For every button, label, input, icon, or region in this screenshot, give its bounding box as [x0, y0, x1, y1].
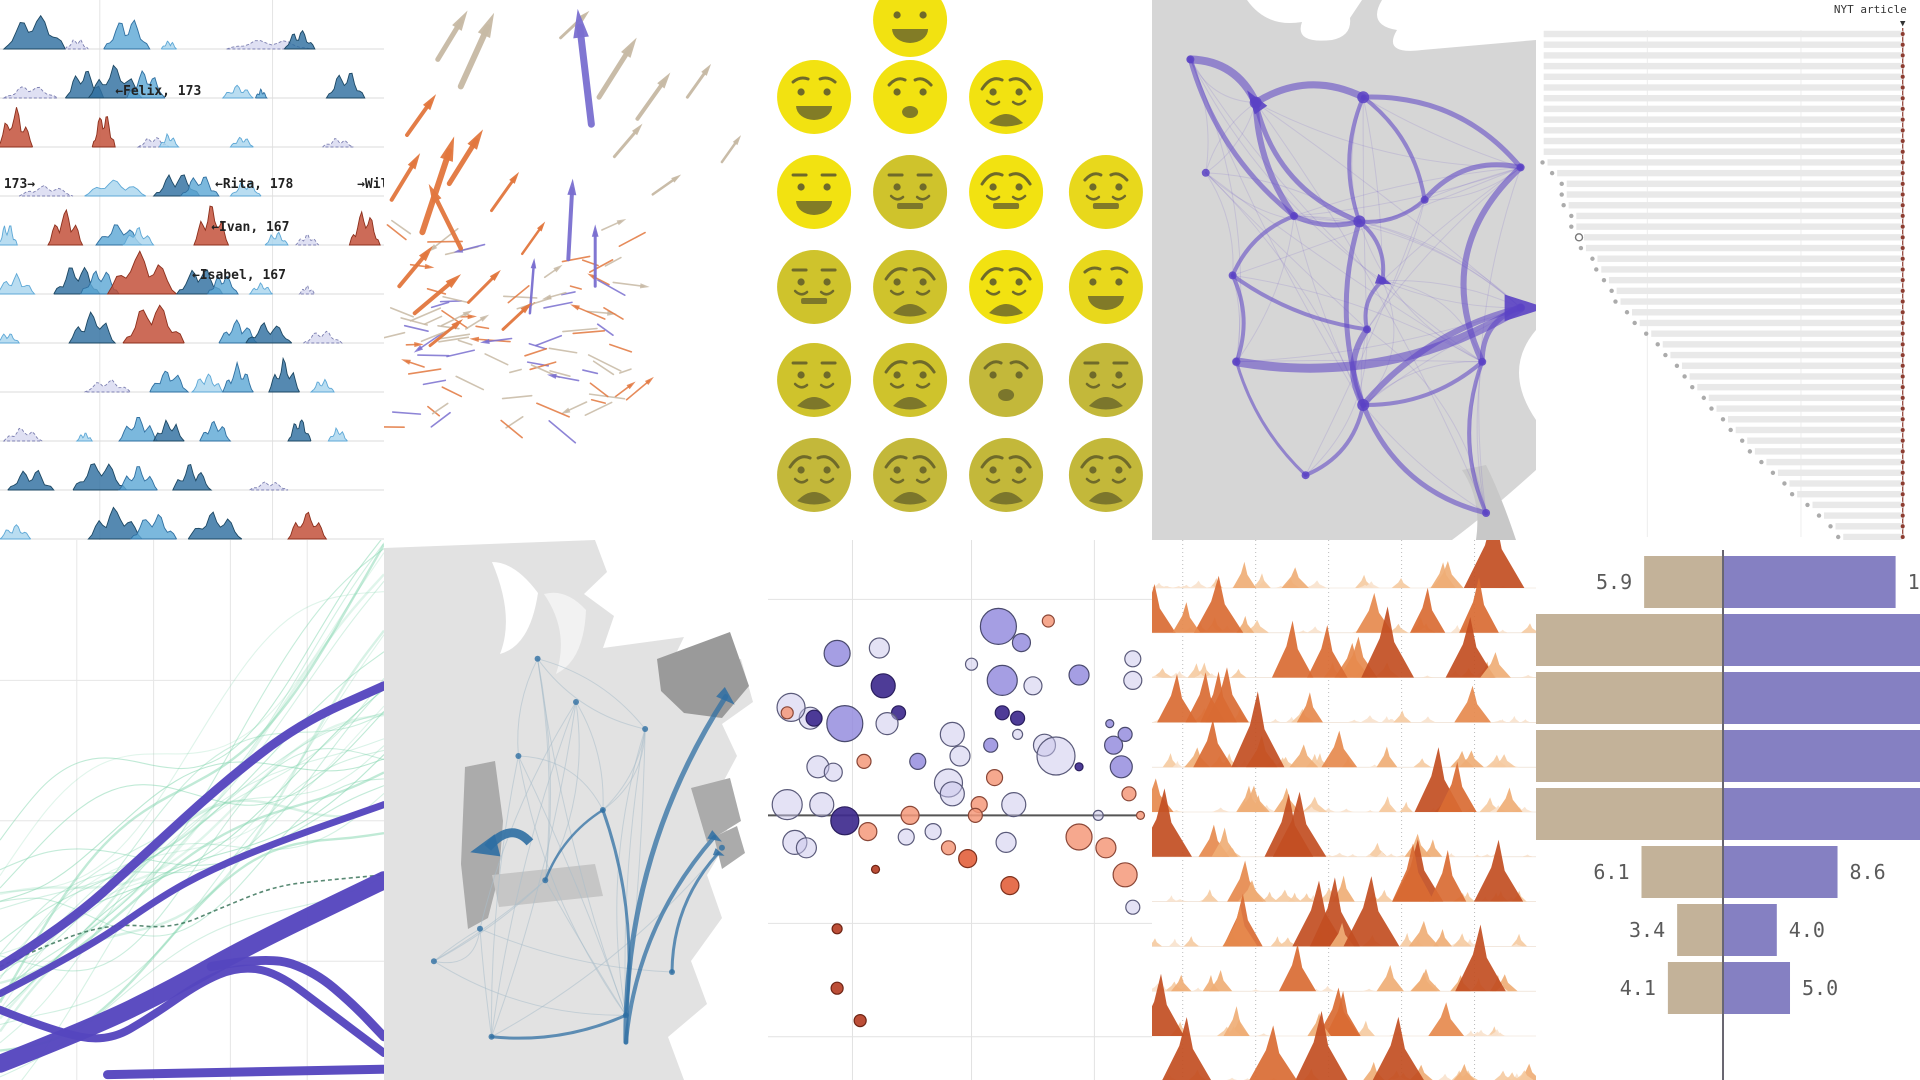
- svg-text:▼: ▼: [1900, 19, 1906, 29]
- svg-text:←Felix, 173: ←Felix, 173: [115, 84, 201, 99]
- svg-text:←Ivan, 167: ←Ivan, 167: [211, 220, 289, 235]
- orange-ridgelines-canvas: [1152, 540, 1536, 1080]
- panel-hurricane-ridgelines: ←Felix, 173 173→ ←Rita, 178 →Wil ←Ivan, 167 ←…: [0, 0, 384, 540]
- panel-bump-ribbons: [0, 540, 384, 1080]
- svg-text:173→: 173→: [4, 177, 35, 192]
- svg-text:4.0: 4.0: [1789, 918, 1825, 942]
- wind-quiver-canvas: [384, 8, 742, 444]
- panel-diverging-bars: 5.9 13 6.1 8.6 3.4 4.0 4.1 5.0: [1536, 540, 1920, 1080]
- us-migration-map-canvas: [384, 540, 753, 1080]
- panel-bubble-scatter: [768, 540, 1152, 1080]
- panel-purple-flow-network: [1152, 0, 1536, 540]
- purple-flow-network-canvas: [1152, 0, 1536, 540]
- svg-text:NYT article: NYT article: [1834, 3, 1907, 16]
- bubble-scatter-canvas: [768, 540, 1152, 1080]
- svg-text:3.4: 3.4: [1629, 918, 1665, 942]
- bump-ribbons-canvas: [0, 540, 384, 1080]
- svg-text:←Rita, 178: ←Rita, 178: [215, 177, 293, 192]
- panel-orange-ridgelines: [1152, 540, 1536, 1080]
- svg-text:→Wil: →Wil: [357, 177, 384, 192]
- svg-text:5.9: 5.9: [1596, 570, 1632, 594]
- panel-us-migration-map: [384, 540, 768, 1080]
- svg-text:8.6: 8.6: [1850, 860, 1886, 884]
- svg-text:5.0: 5.0: [1802, 976, 1838, 1000]
- panel-emoji-grid: [768, 0, 1152, 540]
- panel-nyt-lollipop: NYT article ▼: [1536, 0, 1920, 540]
- svg-text:←Isabel, 167: ←Isabel, 167: [192, 268, 286, 283]
- panel-wind-quiver: [384, 0, 768, 540]
- svg-text:13: 13: [1908, 570, 1920, 594]
- hurricane-ridgelines-canvas: ←Felix, 173 173→ ←Rita, 178 →Wil ←Ivan, 167 ←…: [0, 0, 384, 540]
- svg-text:6.1: 6.1: [1593, 860, 1629, 884]
- emoji-grid-canvas: [777, 0, 1143, 512]
- nyt-lollipop-canvas: NYT article ▼: [1540, 3, 1907, 540]
- diverging-bars-canvas: 5.9 13 6.1 8.6 3.4 4.0 4.1 5.0: [1536, 550, 1920, 1080]
- svg-text:4.1: 4.1: [1620, 976, 1656, 1000]
